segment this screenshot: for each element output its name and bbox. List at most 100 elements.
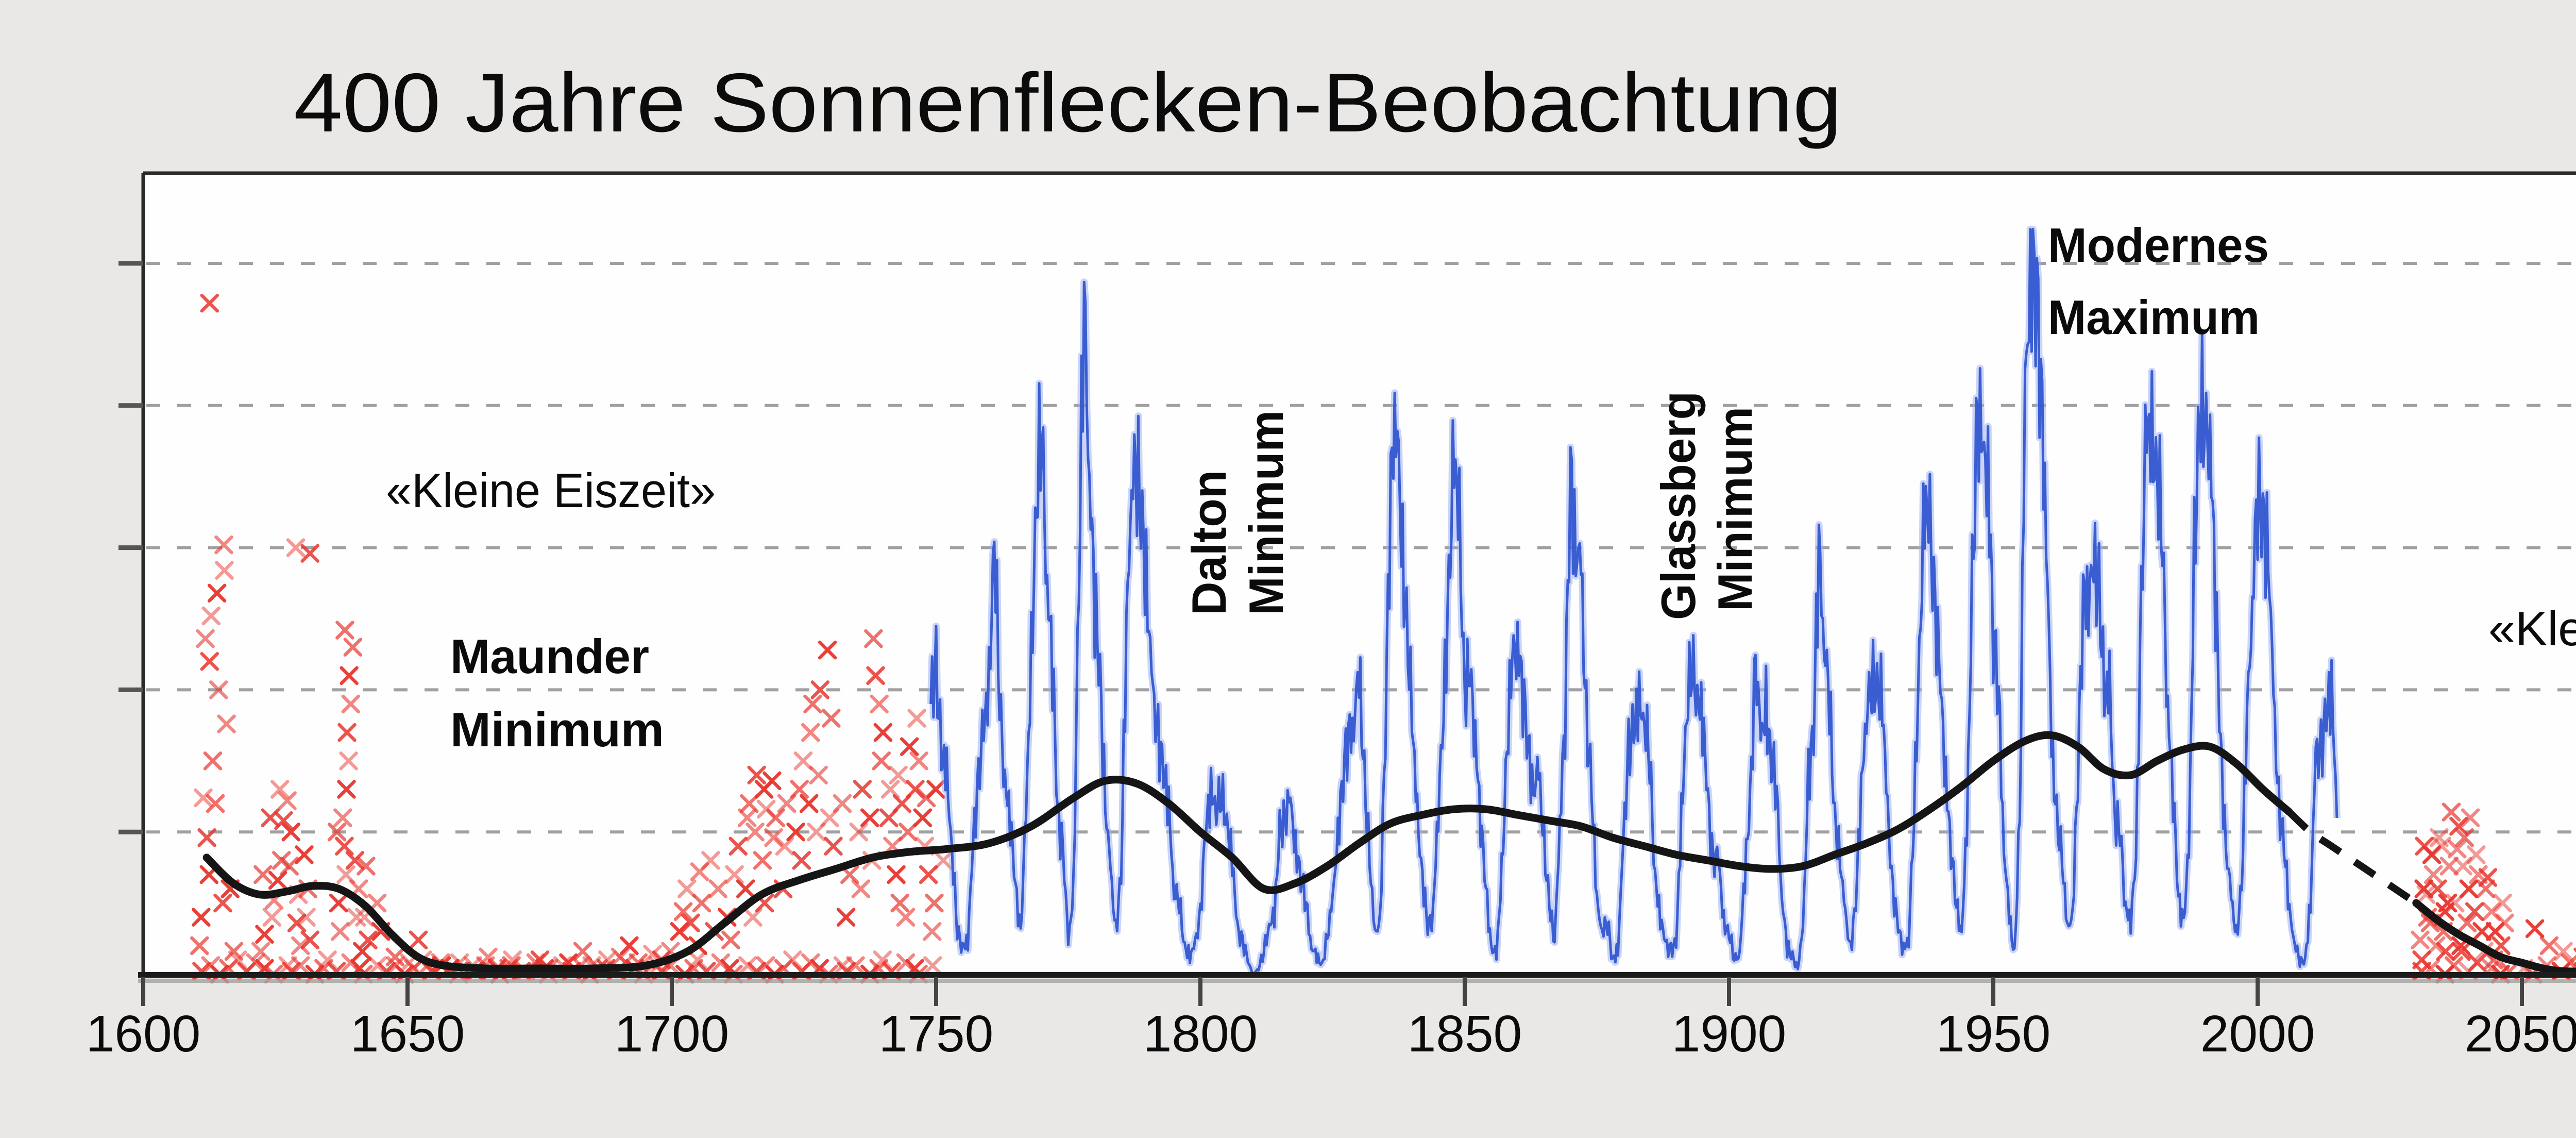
red-x-marker xyxy=(255,925,274,944)
red-x-marker xyxy=(801,723,820,742)
red-x-marker xyxy=(740,794,759,813)
red-x-marker xyxy=(728,836,748,856)
red-x-marker xyxy=(2461,808,2480,827)
red-x-marker xyxy=(2442,802,2461,822)
x-tick-label: 1850 xyxy=(1408,1005,1522,1063)
red-x-marker xyxy=(681,913,700,932)
red-x-marker xyxy=(721,930,740,950)
smoothed-series xyxy=(202,731,2576,976)
red-x-marker xyxy=(725,865,744,884)
axis-ticks: 5010015020025016001650170017501800185019… xyxy=(86,261,2576,1063)
maunder-minimum-label: Maunder xyxy=(450,629,649,683)
red-x-marker xyxy=(836,908,856,927)
x-tick-label: 2050 xyxy=(2465,1005,2576,1063)
red-x-marker xyxy=(887,865,906,884)
red-x-marker xyxy=(217,714,236,733)
red-x-marker xyxy=(873,950,892,969)
blue-line xyxy=(929,228,2338,975)
red-x-marker xyxy=(2467,845,2486,864)
x-tick-label: 1950 xyxy=(1936,1005,2050,1063)
red-x-marker xyxy=(409,930,428,950)
glassberg-minimum-label: Minimum xyxy=(1708,407,1762,611)
red-x-marker xyxy=(339,751,358,771)
red-x-marker xyxy=(620,936,639,956)
smoothed-curve-dashed xyxy=(2286,809,2418,906)
red-x-marker xyxy=(2427,936,2446,956)
red-x-marker xyxy=(345,851,365,870)
red-x-marker xyxy=(206,794,225,813)
x-tick-label: 1600 xyxy=(86,1005,200,1063)
red-x-marker xyxy=(2424,865,2443,884)
red-x-marker xyxy=(923,956,942,975)
x-tick-label: 1750 xyxy=(879,1005,993,1063)
red-x-marker xyxy=(357,857,376,876)
red-x-marker xyxy=(2438,893,2458,913)
red-x-marker xyxy=(909,751,928,771)
modern-maximum-label: Modernes xyxy=(2048,218,2269,272)
x-tick-label: 1900 xyxy=(1672,1005,1786,1063)
red-x-marker xyxy=(2478,868,2498,887)
red-x-marker xyxy=(2495,913,2514,932)
x-tick-label: 2000 xyxy=(2200,1005,2315,1063)
smoothed-curve-solid xyxy=(202,731,2294,973)
red-x-marker xyxy=(274,811,293,830)
red-x-marker xyxy=(907,709,926,728)
chart-title: 400 Jahre Sonnenflecken-Beobachtung xyxy=(294,56,1842,149)
red-x-marker xyxy=(824,836,843,856)
red-x-marker xyxy=(673,902,693,921)
red-x-marker xyxy=(2436,942,2455,961)
red-x-marker xyxy=(2414,879,2433,898)
red-x-marker xyxy=(196,629,215,648)
red-x-marker xyxy=(335,836,354,856)
red-x-marker xyxy=(801,953,820,973)
red-x-marker xyxy=(341,694,360,714)
red-x-marker xyxy=(343,638,363,657)
red-x-marker xyxy=(2459,879,2479,898)
red-x-marker xyxy=(2493,893,2512,913)
red-x-marker xyxy=(833,794,852,813)
x-tick-label: 1800 xyxy=(1143,1005,1258,1063)
red-x-marker xyxy=(846,956,865,975)
red-x-marker xyxy=(246,953,265,973)
red-x-marker xyxy=(913,808,933,827)
red-x-marker xyxy=(291,936,310,956)
red-x-marker xyxy=(2554,942,2573,961)
plot-frame xyxy=(138,171,2576,983)
red-x-marker xyxy=(818,640,837,660)
little-ice-age-label: «Kleine Eiszeit» xyxy=(386,463,716,517)
red-x-marker xyxy=(900,737,919,756)
red-x-marker xyxy=(192,908,211,927)
red-x-marker xyxy=(2539,936,2559,956)
red-x-marker xyxy=(736,879,755,898)
red-x-marker xyxy=(194,788,213,808)
red-x-marker xyxy=(864,629,883,648)
red-x-marker xyxy=(291,956,310,975)
red-x-marker xyxy=(318,950,337,969)
red-x-marker xyxy=(2452,942,2471,961)
red-x-marker xyxy=(278,791,297,810)
red-x-marker xyxy=(810,680,830,699)
red-x-marker xyxy=(347,908,366,927)
red-x-marker xyxy=(2439,857,2459,876)
red-x-marker xyxy=(215,561,234,580)
red-x-marker xyxy=(790,780,809,799)
red-x-marker xyxy=(359,930,378,950)
red-x-marker xyxy=(337,723,357,742)
red-x-marker xyxy=(2444,956,2464,975)
little-ice-age-question-label: «Kleine Eiszeit»? xyxy=(2488,601,2576,656)
red-x-marker xyxy=(333,808,352,827)
red-x-marker xyxy=(853,780,872,799)
red-x-marker xyxy=(738,956,757,975)
red-x-marker xyxy=(923,922,942,941)
red-x-marker xyxy=(286,538,306,557)
red-x-marker xyxy=(919,865,938,884)
red-x-marker xyxy=(860,808,879,827)
red-x-marker xyxy=(2472,922,2492,941)
red-x-marker xyxy=(766,808,785,827)
red-x-marker xyxy=(890,893,909,913)
red-x-marker xyxy=(2428,879,2447,898)
red-x-marker xyxy=(281,822,301,842)
red-x-marker xyxy=(870,694,889,714)
